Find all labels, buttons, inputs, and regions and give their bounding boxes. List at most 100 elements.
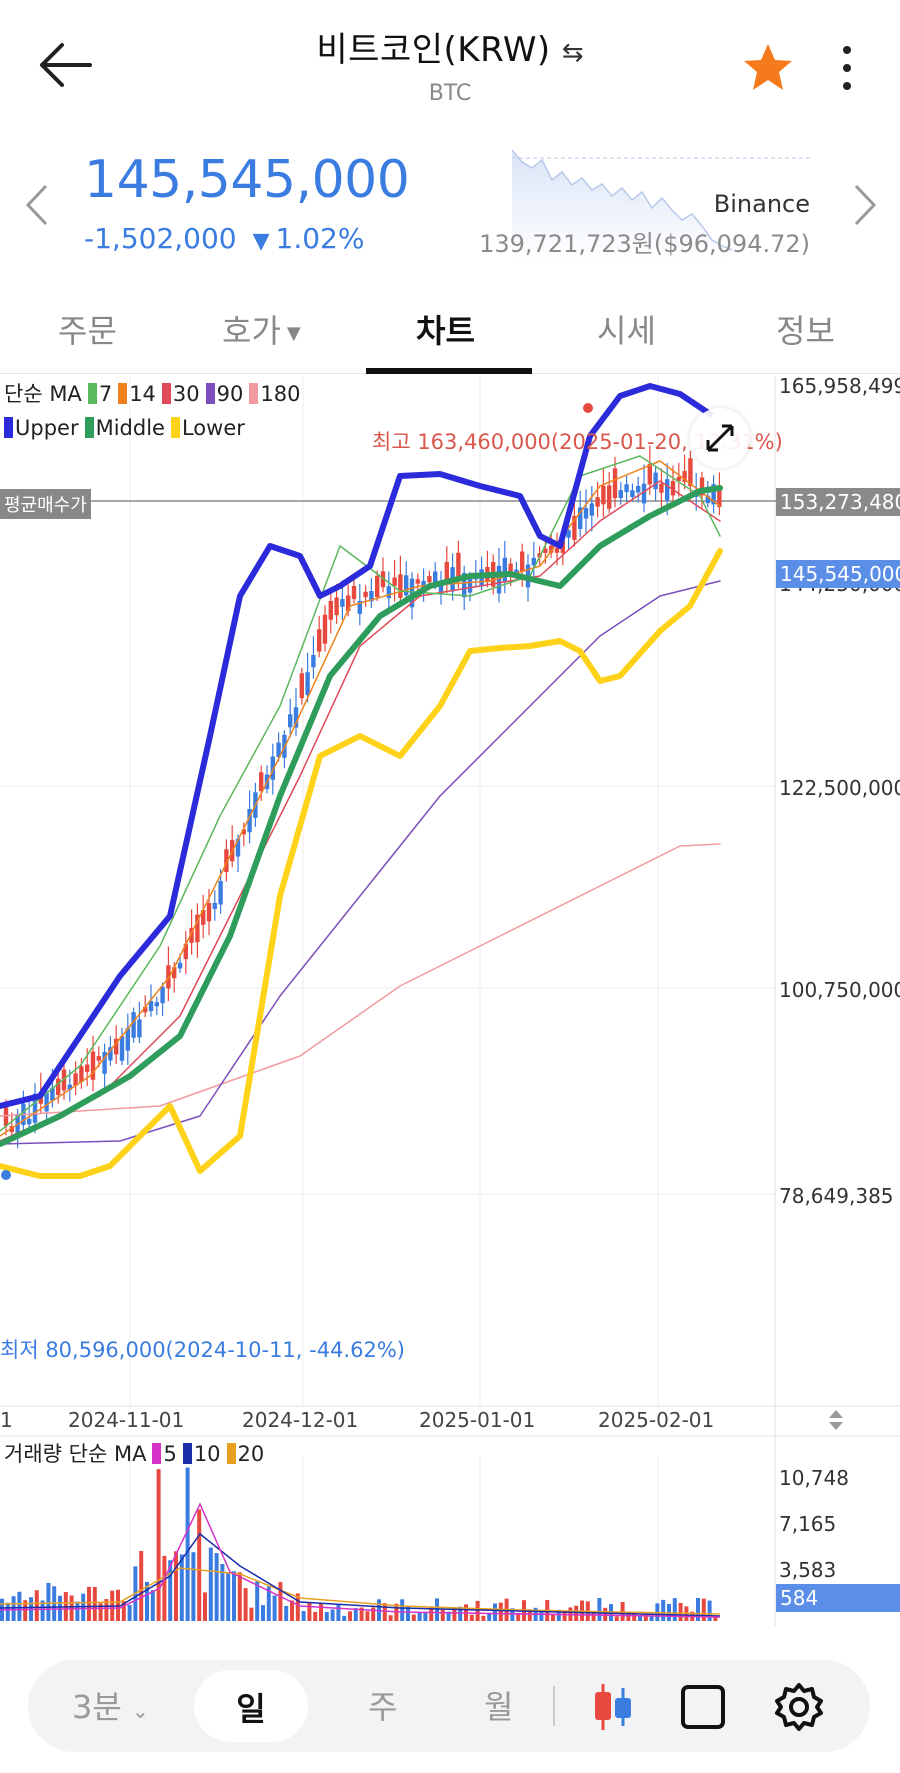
tab-order[interactable]: 주문: [58, 312, 117, 350]
back-arrow-icon[interactable]: [30, 30, 100, 100]
candle-body: [520, 551, 525, 572]
tab-quotes[interactable]: 시세: [597, 312, 656, 350]
candle-body: [61, 1069, 67, 1091]
candle-body: [566, 530, 571, 538]
candle-body: [148, 1001, 154, 1012]
period-month-button[interactable]: 월: [484, 1688, 514, 1726]
candle-body: [160, 986, 165, 1004]
candle-body: [647, 463, 652, 485]
candle-type-icon[interactable]: [590, 1682, 636, 1732]
active-tab-indicator: [366, 368, 532, 374]
candle-body: [259, 772, 264, 792]
volume-bar: [493, 1603, 497, 1621]
candle-body: [682, 471, 687, 482]
volume-legend-label: 거래량 단순 MA: [4, 1442, 147, 1466]
chevron-left-icon[interactable]: [20, 180, 54, 230]
candle-body: [444, 561, 449, 584]
period-week-button[interactable]: 주: [368, 1688, 398, 1726]
indicator-lines: [0, 383, 723, 1179]
volume-bar: [156, 1469, 161, 1621]
page-title: 비트코인(KRW): [316, 30, 551, 70]
volume-bar: [632, 1611, 637, 1621]
volume-bar: [162, 1555, 167, 1621]
ma90-label: 90: [216, 382, 244, 406]
candle-body: [311, 654, 316, 668]
candle-body: [363, 591, 368, 598]
candle-body: [572, 515, 577, 540]
volume-bar: [336, 1604, 341, 1621]
app-header: 비트코인(KRW) ⇆ BTC: [0, 0, 900, 130]
title-block: 비트코인(KRW) ⇆ BTC: [200, 22, 700, 106]
volume-bar: [226, 1573, 231, 1621]
volume-bar: [371, 1607, 376, 1621]
volume-bar: [574, 1605, 579, 1621]
candle-body: [322, 614, 328, 644]
favorite-star-icon[interactable]: [740, 40, 796, 96]
drawing-tool-icon[interactable]: [680, 1684, 726, 1730]
candle-body: [375, 575, 380, 598]
candle-body: [131, 1012, 136, 1038]
x-label-0: 1: [0, 1408, 13, 1432]
caret-down-icon: ▼: [286, 322, 301, 344]
volume-bar: [342, 1615, 347, 1621]
candle-body: [172, 967, 177, 979]
ma7-line: [0, 455, 721, 1132]
interval-select[interactable]: 3분 ⌄: [72, 1682, 149, 1728]
tab-orderbook[interactable]: 호가 ▼: [222, 306, 301, 352]
candle-body: [699, 477, 705, 496]
bb-middle-line: [0, 485, 723, 1147]
candle-body: [137, 1019, 142, 1038]
ma90-line: [0, 580, 721, 1145]
candle-body: [143, 1006, 148, 1013]
more-menu-icon[interactable]: [830, 40, 864, 96]
chevron-right-icon[interactable]: [848, 180, 882, 230]
candle-body: [711, 484, 716, 505]
tab-chart[interactable]: 차트: [416, 312, 475, 350]
x-label-nov: 2024-11-01: [68, 1408, 185, 1432]
ma-legend-label: 단순 MA: [4, 382, 82, 406]
swap-currency-icon[interactable]: ⇆: [561, 38, 584, 68]
tab-info[interactable]: 정보: [776, 312, 835, 350]
volume-bar: [46, 1582, 51, 1621]
volume-bar: [672, 1598, 677, 1621]
volume-bar: [406, 1606, 410, 1621]
period-day-button[interactable]: 일: [194, 1670, 308, 1742]
exchange-sparkline: [512, 150, 812, 260]
price-chart[interactable]: 단순 MA 7 14 30 90 180 Upper Middle Lower 최고 163,…: [0, 374, 900, 1626]
candle-body: [305, 672, 310, 696]
bb-upper-swatch: [4, 417, 13, 438]
sort-arrows-icon[interactable]: [826, 1408, 846, 1432]
candle-body: [96, 1056, 101, 1061]
volume-bar: [324, 1611, 329, 1621]
volume-bar: [185, 1467, 190, 1621]
gear-icon[interactable]: [774, 1682, 824, 1732]
volume-bar: [429, 1606, 434, 1621]
expand-chart-button[interactable]: [690, 408, 750, 468]
candle-body: [189, 927, 194, 943]
ma7-swatch: [87, 383, 97, 404]
volume-bar: [713, 1615, 718, 1621]
ma180-label: 180: [260, 382, 301, 406]
candle-body: [340, 599, 345, 607]
candle-body: [433, 571, 438, 585]
volume-bar: [481, 1615, 486, 1621]
candle-body: [467, 576, 473, 593]
chart-canvas[interactable]: [0, 376, 900, 1626]
candle-body: [554, 548, 560, 553]
volume-bar: [220, 1563, 225, 1621]
x-label-dec: 2024-12-01: [242, 1408, 359, 1432]
candle-body: [508, 563, 513, 577]
candle-body: [502, 557, 507, 583]
ma180-swatch: [249, 383, 259, 404]
candle-body: [201, 909, 206, 925]
volume-bar: [435, 1598, 439, 1621]
volume-bar: [266, 1586, 271, 1621]
volume-bar: [551, 1613, 555, 1621]
volume-bar: [539, 1612, 544, 1621]
volume-bar: [208, 1547, 213, 1621]
candle-body: [108, 1047, 113, 1061]
volume-bar: [353, 1608, 358, 1621]
candle-body: [3, 1107, 9, 1126]
interval-label: 3분: [72, 1688, 122, 1726]
volume-bar: [556, 1609, 561, 1621]
